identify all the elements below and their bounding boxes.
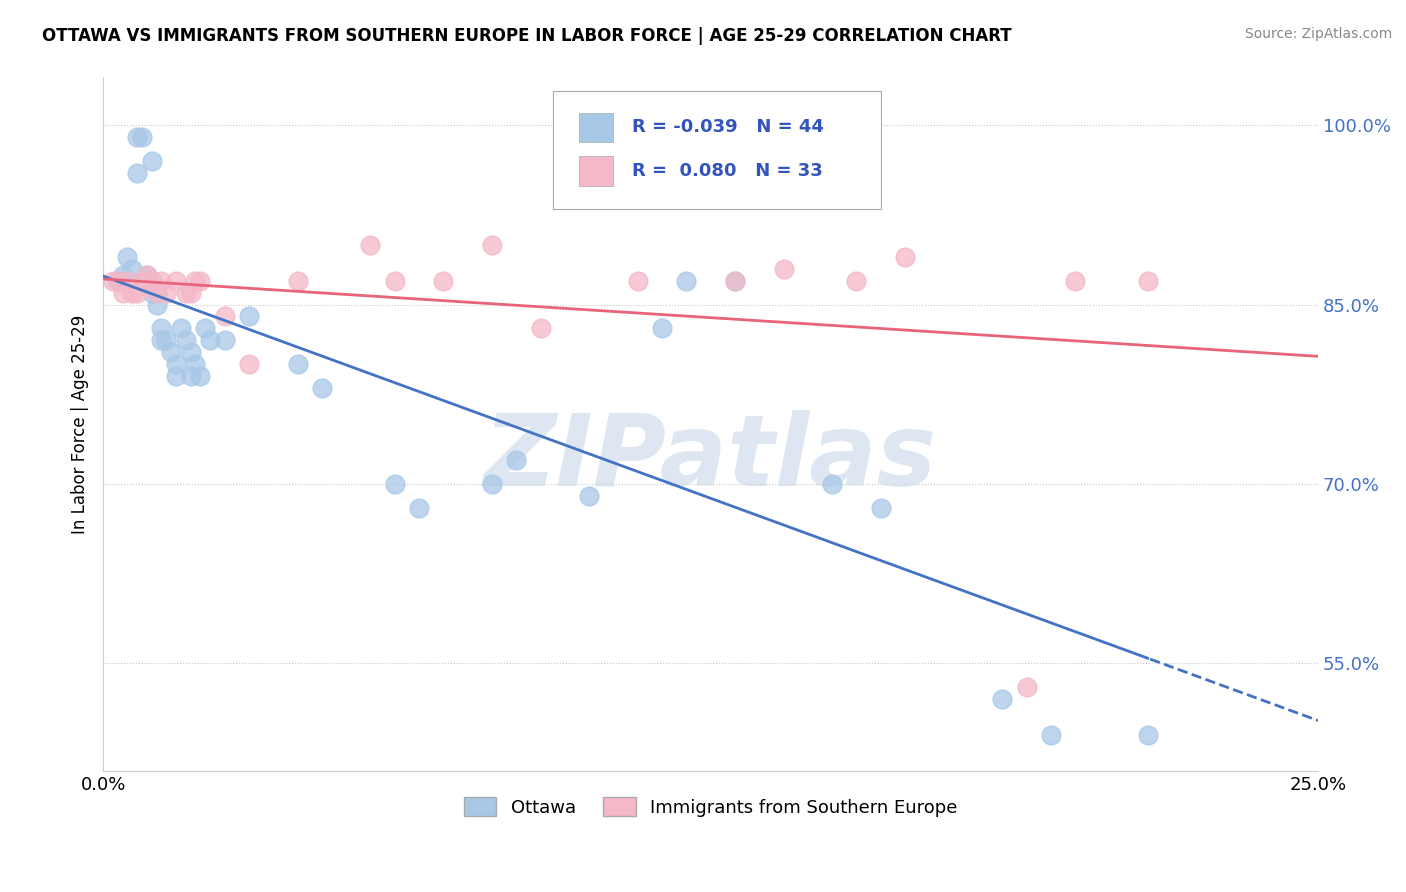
Point bbox=[359, 237, 381, 252]
Point bbox=[127, 130, 149, 145]
Point bbox=[188, 274, 211, 288]
Point bbox=[155, 334, 177, 348]
Point bbox=[150, 334, 173, 348]
Point bbox=[432, 274, 454, 288]
Point bbox=[845, 274, 868, 288]
Point bbox=[384, 476, 406, 491]
Point bbox=[131, 274, 153, 288]
Point bbox=[238, 357, 260, 371]
Point bbox=[578, 489, 600, 503]
Point bbox=[724, 274, 747, 288]
Point bbox=[170, 321, 193, 335]
Point bbox=[160, 345, 183, 359]
Point bbox=[135, 268, 157, 282]
Text: R =  0.080   N = 33: R = 0.080 N = 33 bbox=[631, 162, 823, 180]
Point bbox=[131, 274, 153, 288]
Point bbox=[481, 237, 503, 252]
Point bbox=[145, 285, 167, 300]
Point bbox=[894, 250, 917, 264]
Point bbox=[1015, 680, 1038, 694]
Point bbox=[141, 285, 163, 300]
Point bbox=[180, 369, 202, 384]
Point bbox=[529, 321, 551, 335]
Point bbox=[141, 274, 163, 288]
Point bbox=[1137, 274, 1160, 288]
Point bbox=[991, 692, 1014, 706]
Point bbox=[384, 274, 406, 288]
Point bbox=[869, 500, 891, 515]
Point bbox=[675, 274, 697, 288]
Point bbox=[111, 285, 134, 300]
Point bbox=[184, 274, 207, 288]
Point bbox=[174, 285, 197, 300]
Point bbox=[131, 130, 153, 145]
Point bbox=[150, 321, 173, 335]
Bar bbox=[579, 156, 613, 186]
Point bbox=[101, 274, 124, 288]
Point bbox=[287, 357, 309, 371]
Point bbox=[141, 154, 163, 169]
Text: Source: ZipAtlas.com: Source: ZipAtlas.com bbox=[1244, 27, 1392, 41]
Point bbox=[311, 381, 333, 395]
Point bbox=[1064, 274, 1087, 288]
Point bbox=[145, 297, 167, 311]
Point bbox=[174, 334, 197, 348]
Point bbox=[135, 268, 157, 282]
Point bbox=[121, 285, 143, 300]
Point bbox=[214, 334, 236, 348]
Point bbox=[198, 334, 221, 348]
Point bbox=[1137, 728, 1160, 742]
Point bbox=[481, 476, 503, 491]
Point bbox=[145, 285, 167, 300]
Point bbox=[651, 321, 673, 335]
Text: R = -0.039   N = 44: R = -0.039 N = 44 bbox=[631, 119, 824, 136]
Point bbox=[107, 274, 129, 288]
Point bbox=[165, 274, 187, 288]
Point bbox=[194, 321, 217, 335]
FancyBboxPatch shape bbox=[553, 91, 880, 209]
Y-axis label: In Labor Force | Age 25-29: In Labor Force | Age 25-29 bbox=[72, 315, 89, 533]
Point bbox=[150, 274, 173, 288]
Point bbox=[117, 274, 139, 288]
Point bbox=[505, 453, 527, 467]
Point bbox=[238, 310, 260, 324]
Point bbox=[121, 261, 143, 276]
Point bbox=[627, 274, 650, 288]
Point bbox=[184, 357, 207, 371]
Point bbox=[111, 268, 134, 282]
Text: OTTAWA VS IMMIGRANTS FROM SOUTHERN EUROPE IN LABOR FORCE | AGE 25-29 CORRELATION: OTTAWA VS IMMIGRANTS FROM SOUTHERN EUROP… bbox=[42, 27, 1012, 45]
Point bbox=[1039, 728, 1062, 742]
Point bbox=[180, 285, 202, 300]
Legend: Ottawa, Immigrants from Southern Europe: Ottawa, Immigrants from Southern Europe bbox=[457, 790, 965, 824]
Point bbox=[127, 166, 149, 180]
Point bbox=[165, 369, 187, 384]
Point bbox=[724, 274, 747, 288]
Point bbox=[214, 310, 236, 324]
Point bbox=[772, 261, 794, 276]
Point bbox=[127, 285, 149, 300]
Bar bbox=[579, 112, 613, 142]
Text: ZIPatlas: ZIPatlas bbox=[484, 410, 938, 508]
Point bbox=[287, 274, 309, 288]
Point bbox=[821, 476, 844, 491]
Point bbox=[180, 345, 202, 359]
Point bbox=[188, 369, 211, 384]
Point bbox=[107, 274, 129, 288]
Point bbox=[408, 500, 430, 515]
Point bbox=[165, 357, 187, 371]
Point bbox=[155, 285, 177, 300]
Point bbox=[117, 250, 139, 264]
